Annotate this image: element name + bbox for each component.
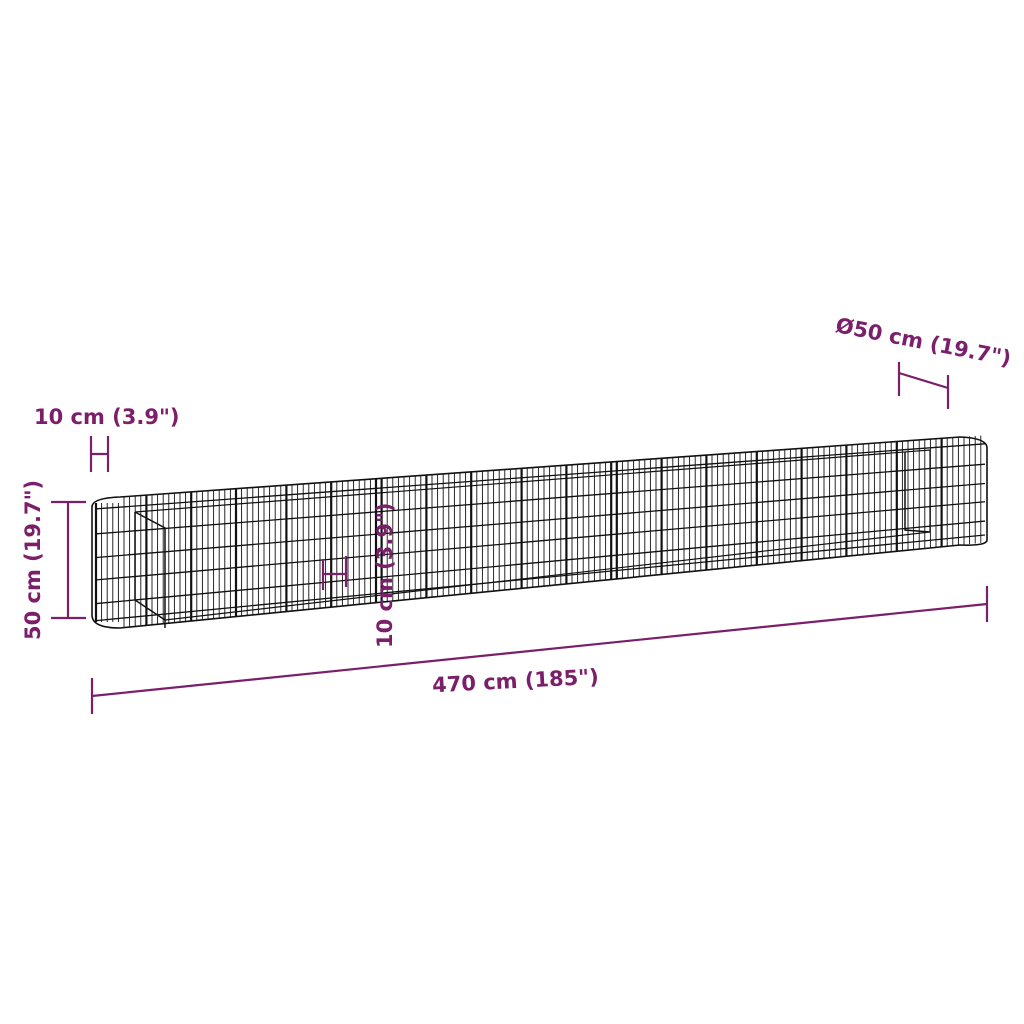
mesh-horizontal-wire (94, 534, 986, 622)
inner-spacing-dimension: 10 cm (3.9") (321, 502, 397, 648)
length-dimension: 470 cm (185") (90, 586, 989, 714)
diameter-label: Ø50 cm (19.7") (834, 313, 1013, 371)
wire-spacing-dimension: 10 cm (3.9") (34, 405, 180, 472)
diameter-dimension: Ø50 cm (19.7") (834, 313, 1013, 409)
mesh-horizontal-wire (94, 482, 986, 559)
mesh-horizontal-wire (94, 501, 986, 581)
mesh-outline (91, 436, 988, 629)
height-label: 50 cm (19.7") (21, 480, 45, 640)
wire-spacing-label: 10 cm (3.9") (34, 405, 180, 429)
mesh-horizontal-wire (94, 463, 986, 535)
gabion-planter-mesh (91, 435, 988, 629)
mesh-end-panel (134, 511, 166, 628)
inner-spacing-label: 10 cm (3.9") (373, 502, 397, 648)
mesh-end-panel (904, 452, 931, 533)
length-label: 470 cm (185") (432, 665, 600, 698)
mesh-horizontal-wire (94, 520, 986, 605)
mesh-horizontal-wire (94, 443, 986, 510)
height-dimension: 50 cm (19.7") (21, 480, 86, 640)
